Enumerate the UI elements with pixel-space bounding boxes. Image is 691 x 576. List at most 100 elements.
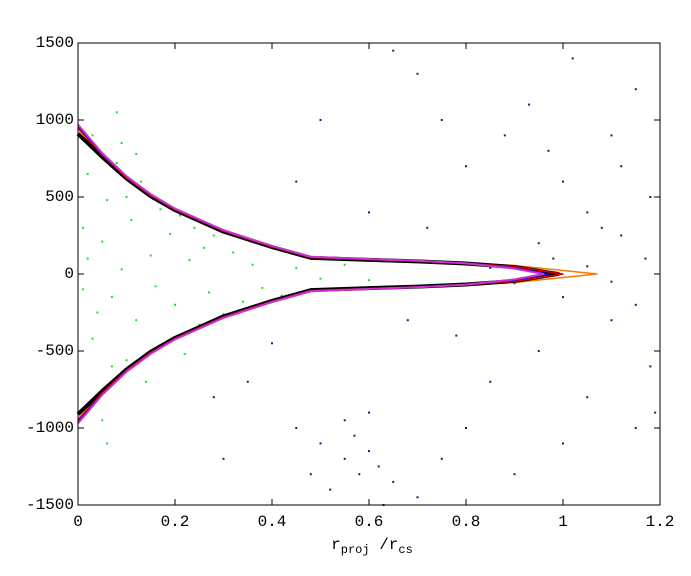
scatter-point <box>91 337 94 340</box>
scatter-point <box>649 196 652 198</box>
scatter-point <box>547 149 550 152</box>
scatter-point <box>159 208 162 211</box>
caustic-line <box>77 128 598 420</box>
scatter-point <box>144 380 147 383</box>
scatter-point <box>620 165 623 168</box>
scatter-point <box>261 286 264 289</box>
scatter-point <box>86 257 89 260</box>
scatter-point <box>91 134 94 137</box>
plot-frame <box>77 42 661 506</box>
scatter-point <box>188 259 191 262</box>
scatter-point <box>620 234 623 237</box>
scatter-point <box>309 473 312 476</box>
scatter-point <box>610 134 613 137</box>
scatter-point <box>154 285 157 288</box>
scatter-point <box>271 342 273 345</box>
scatter-point <box>86 172 89 175</box>
scatter-point <box>649 365 652 368</box>
scatter-point <box>130 219 133 222</box>
x-tick-label: 0.8 <box>452 513 481 531</box>
scatter-point <box>207 291 210 294</box>
scatter-point <box>110 296 113 299</box>
scatter-point <box>426 226 429 229</box>
scatter-point <box>634 303 637 306</box>
scatter-point <box>358 473 361 476</box>
scatter-point <box>416 496 419 499</box>
caustic-line <box>77 127 564 421</box>
scatter-point <box>241 300 244 303</box>
scatter-point <box>222 457 225 460</box>
scatter-point <box>295 180 298 183</box>
scatter-point <box>586 211 589 214</box>
scatter-point <box>528 103 531 106</box>
scatter-point <box>120 268 123 271</box>
scatter-point <box>178 214 181 217</box>
scatter-point <box>513 282 516 285</box>
scatter-point <box>392 480 395 483</box>
scatter-point <box>203 246 206 249</box>
scatter-point <box>295 427 298 429</box>
scatter-point <box>416 72 419 75</box>
scatter-point <box>319 442 322 445</box>
x-tick-label: 0.6 <box>355 513 384 531</box>
scatter-point <box>465 427 467 429</box>
scatter-point <box>634 88 637 91</box>
scatter-point <box>149 254 152 257</box>
scatter-point <box>634 427 637 429</box>
scatter-point <box>562 180 564 183</box>
scatter-point <box>343 457 346 460</box>
scatter-point <box>562 296 564 299</box>
y-tick-label: 0 <box>64 265 74 283</box>
scatter-point <box>198 323 201 326</box>
scatter-point <box>562 442 564 445</box>
scatter-point <box>81 288 84 291</box>
scatter-point <box>406 319 409 322</box>
x-tick-label: 0 <box>73 513 83 531</box>
scatter-point <box>110 365 113 368</box>
x-tick-label: 0.4 <box>258 513 287 531</box>
scatter-point <box>610 319 613 322</box>
scatter-point <box>115 111 118 114</box>
scatter-point <box>169 232 172 235</box>
y-tick-label: 500 <box>45 188 74 206</box>
scatter-point <box>440 119 443 121</box>
scatter-point <box>106 199 109 202</box>
x-label-part: /r <box>370 536 399 554</box>
scatter-point <box>101 240 104 243</box>
scatter-point <box>246 380 249 383</box>
scatter-point <box>319 277 322 280</box>
scatter-point <box>135 152 138 155</box>
x-label-part: proj <box>341 543 370 557</box>
scatter-point <box>644 257 647 260</box>
scatter-point <box>343 419 346 422</box>
scatter-point <box>489 266 492 269</box>
scatter-point <box>586 396 589 399</box>
scatter-point <box>600 226 603 229</box>
scatter-point <box>353 434 356 437</box>
scatter-point <box>610 280 613 283</box>
scatter-point <box>368 211 370 214</box>
y-tick-label: -1000 <box>26 419 74 437</box>
scatter-point <box>368 411 370 414</box>
scatter-point <box>280 294 283 297</box>
scatter-point <box>377 465 380 468</box>
scatter-point <box>586 265 589 268</box>
scatter-point <box>440 457 443 460</box>
x-label-part: r <box>331 536 341 554</box>
scatter-point <box>222 313 225 316</box>
scatter-point <box>552 257 555 260</box>
scatter-point <box>537 350 540 352</box>
scatter-point <box>368 450 370 453</box>
x-label-part: cs <box>398 543 412 557</box>
scatter-point <box>140 180 143 183</box>
scatter-point <box>120 142 123 145</box>
scatter-point <box>174 303 176 306</box>
scatter-point <box>295 266 298 269</box>
scatter-point <box>212 396 215 399</box>
scatter-point <box>183 353 186 356</box>
scatter-point <box>81 226 84 229</box>
scatter-point <box>465 165 467 168</box>
caustic-line <box>77 125 550 423</box>
x-tick-label: 1 <box>558 513 568 531</box>
